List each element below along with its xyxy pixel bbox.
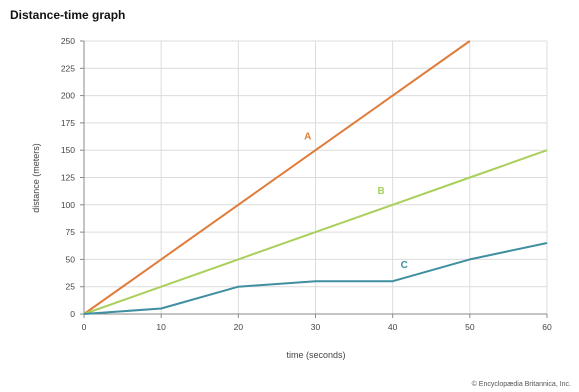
grid (84, 40, 548, 314)
y-tick-label: 75 (66, 227, 76, 237)
y-tick-label: 125 (61, 173, 75, 183)
series-lines (83, 40, 548, 315)
y-tick-label: 100 (61, 200, 75, 210)
y-tick-label: 200 (61, 91, 75, 101)
series-labels: A B C (304, 131, 408, 271)
series-label-a: A (304, 131, 311, 142)
chart-title: Distance-time graph (10, 8, 126, 22)
y-tick-label: 250 (61, 36, 75, 46)
x-tick-label: 50 (465, 322, 475, 332)
y-axis-label: distance (meters) (31, 143, 41, 213)
y-tick-label: 150 (61, 145, 75, 155)
x-tick-label: 10 (156, 322, 166, 332)
x-tick-label: 30 (311, 322, 321, 332)
x-tick-label: 0 (82, 322, 87, 332)
copyright-credit: © Encyclopædia Britannica, Inc. (471, 381, 571, 388)
series-label-b: B (377, 186, 384, 197)
tick-labels: 0 25 50 75 100 125 150 175 200 225 250 0 10 20 30 40 50 6… (61, 36, 552, 332)
series-label-c: C (401, 260, 408, 271)
y-tick-label: 175 (61, 118, 75, 128)
series-line-c (83, 242, 548, 315)
axes (80, 40, 548, 318)
series-line-a (83, 40, 471, 315)
y-tick-label: 25 (66, 282, 76, 292)
y-tick-label: 50 (66, 254, 76, 264)
x-tick-label: 20 (234, 322, 244, 332)
x-tick-label: 60 (542, 322, 552, 332)
x-tick-label: 40 (388, 322, 398, 332)
y-tick-label: 225 (61, 63, 75, 73)
x-axis-label: time (seconds) (286, 350, 345, 360)
series-line-b (83, 149, 548, 315)
y-tick-label: 0 (70, 309, 75, 319)
